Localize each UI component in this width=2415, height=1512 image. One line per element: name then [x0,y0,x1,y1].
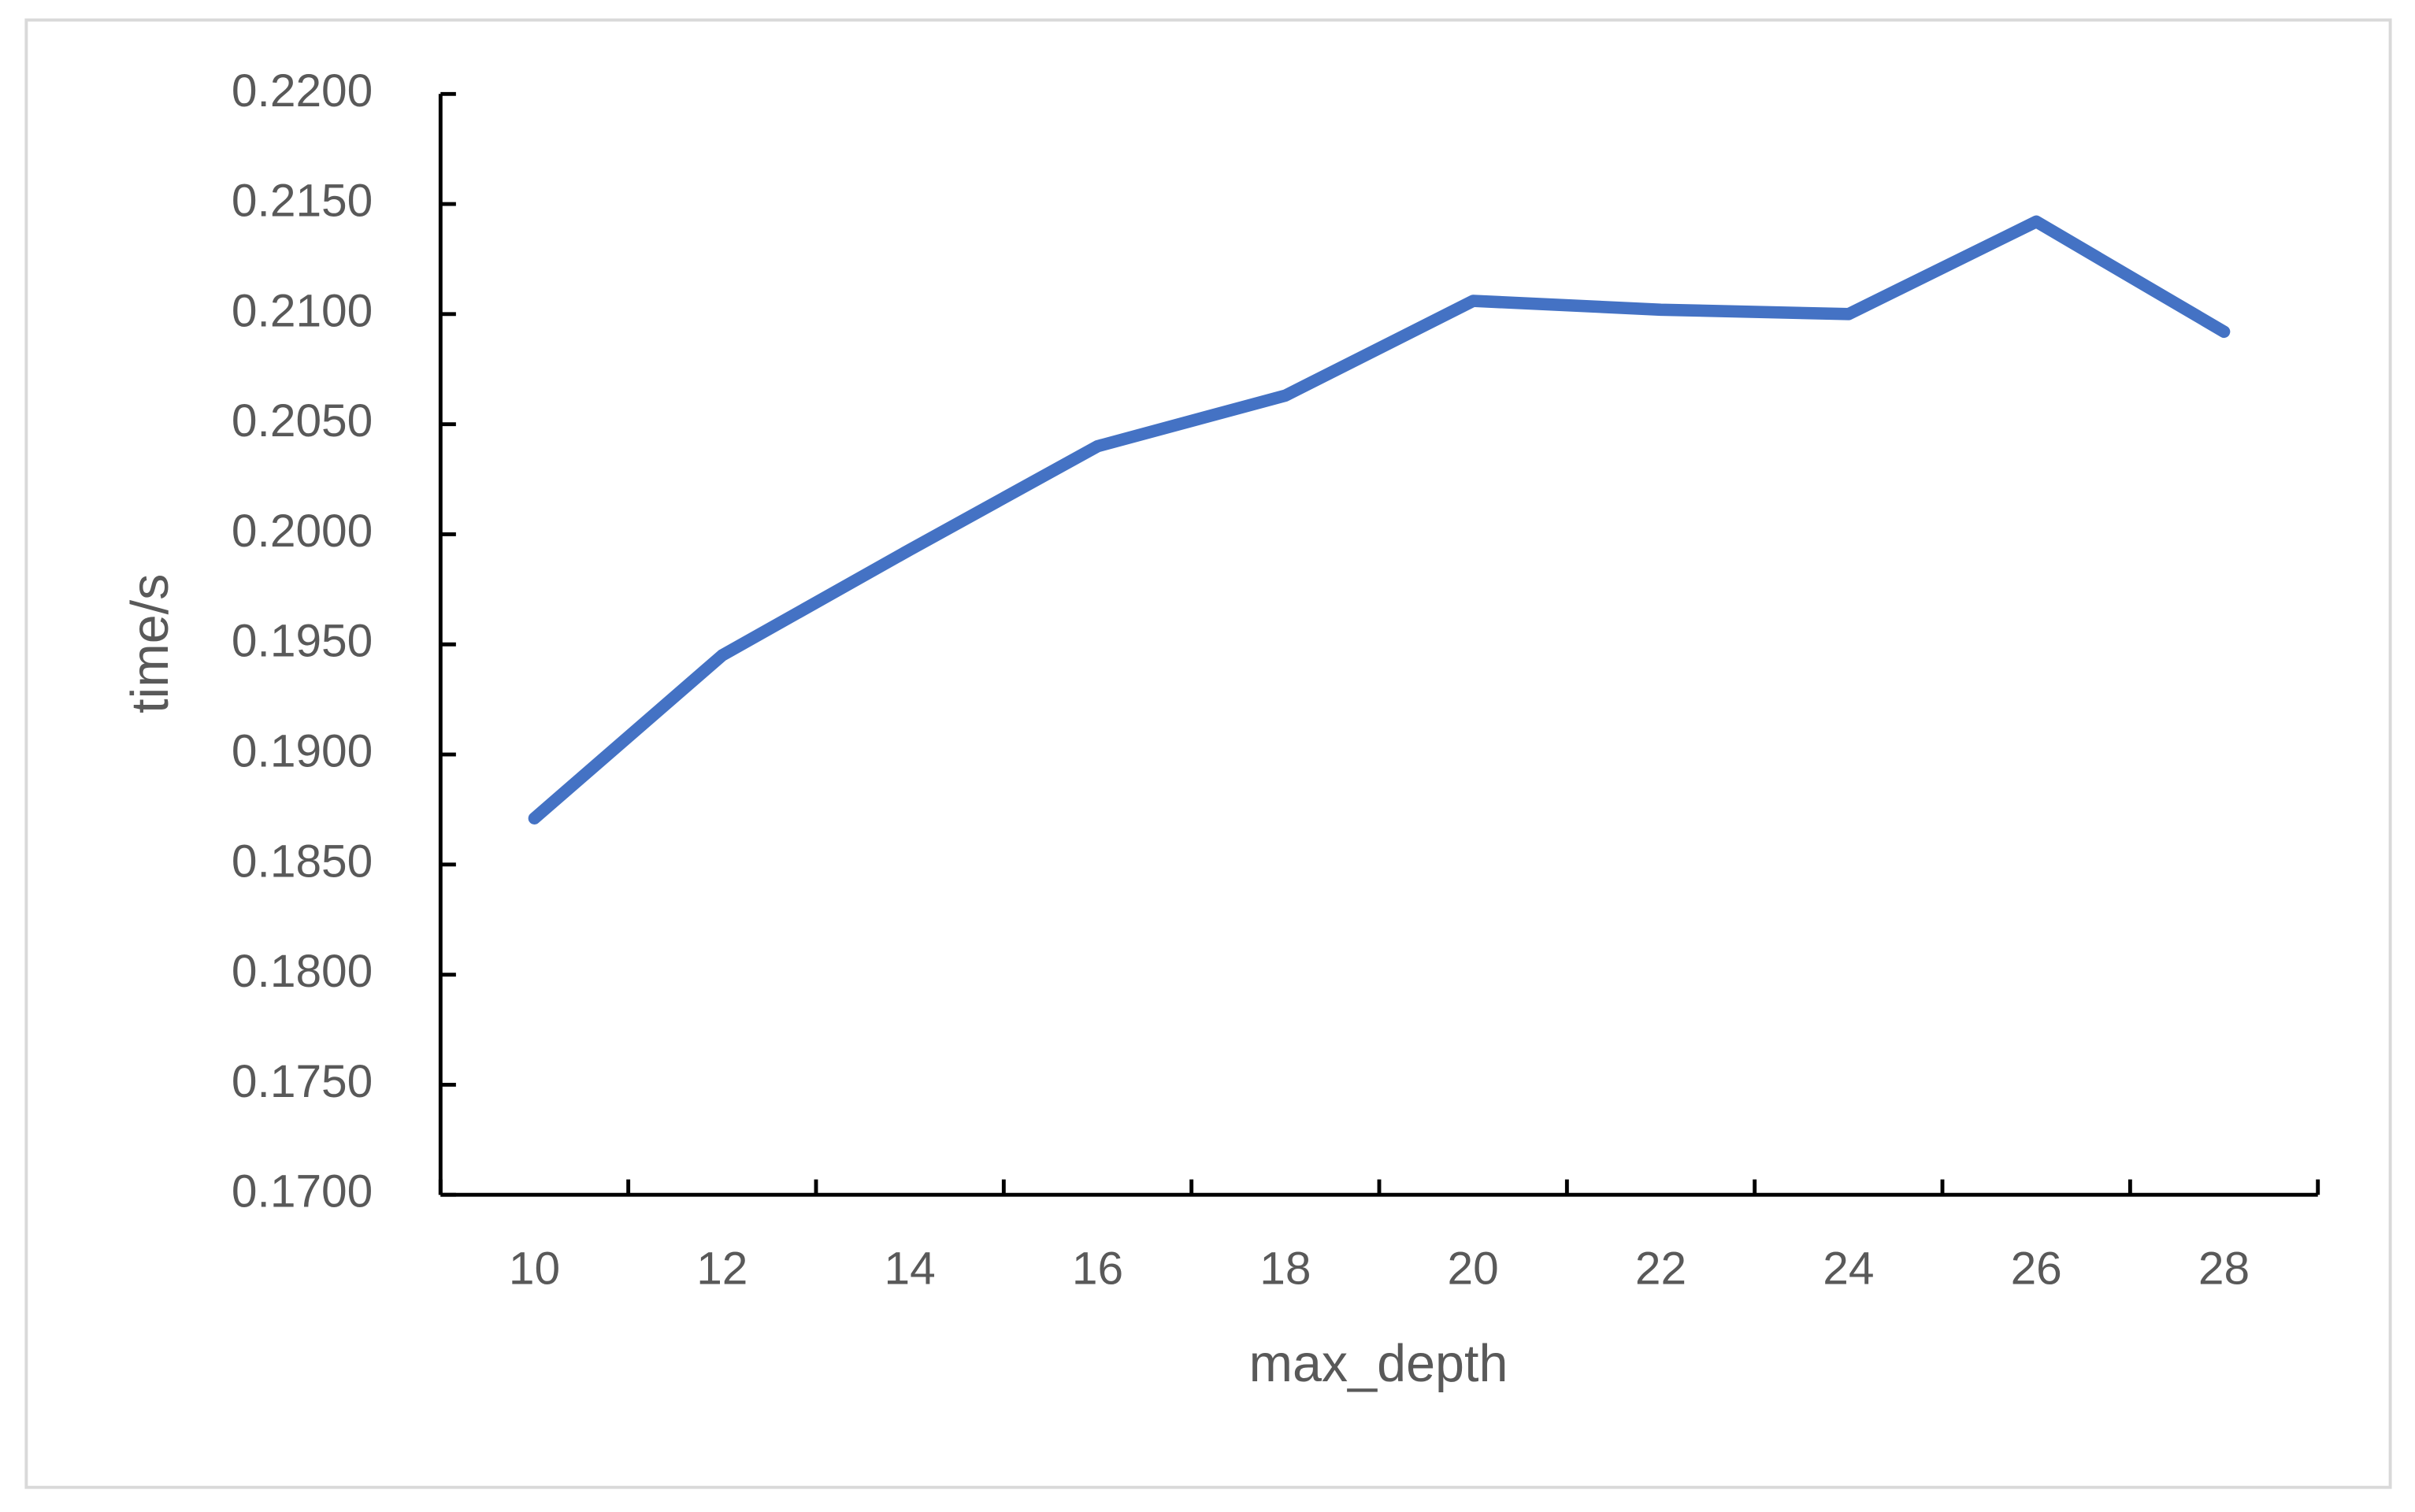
x-tick-label: 16 [1072,1243,1123,1294]
x-tick-label: 22 [1635,1243,1686,1294]
y-tick-label: 0.2000 [232,506,373,557]
y-tick-label: 0.2100 [232,285,373,336]
y-tick-label: 0.1900 [232,726,373,777]
y-tick-label: 0.1850 [232,836,373,887]
y-tick-label: 0.1950 [232,616,373,667]
y-axis-title: time/s [121,574,180,713]
x-tick-label: 14 [885,1243,936,1294]
y-tick-label: 0.1700 [232,1166,373,1217]
x-tick-label: 26 [2011,1243,2062,1294]
x-axis-title: max_depth [1249,1335,1508,1393]
y-tick-label: 0.2150 [232,176,373,227]
x-tick-label: 12 [696,1243,748,1294]
y-tick-label: 0.2050 [232,395,373,447]
x-tick-label: 20 [1448,1243,1499,1294]
data-line [528,215,2231,825]
x-tick-label: 24 [1823,1243,1874,1294]
y-tick-label: 0.1800 [232,946,373,997]
chart-border [24,18,2392,1489]
y-tick-label: 0.2200 [232,65,373,117]
x-tick-label: 28 [2198,1243,2250,1294]
y-tick-label: 0.1750 [232,1056,373,1107]
x-tick-label: 10 [509,1243,560,1294]
x-tick-label: 18 [1259,1243,1311,1294]
